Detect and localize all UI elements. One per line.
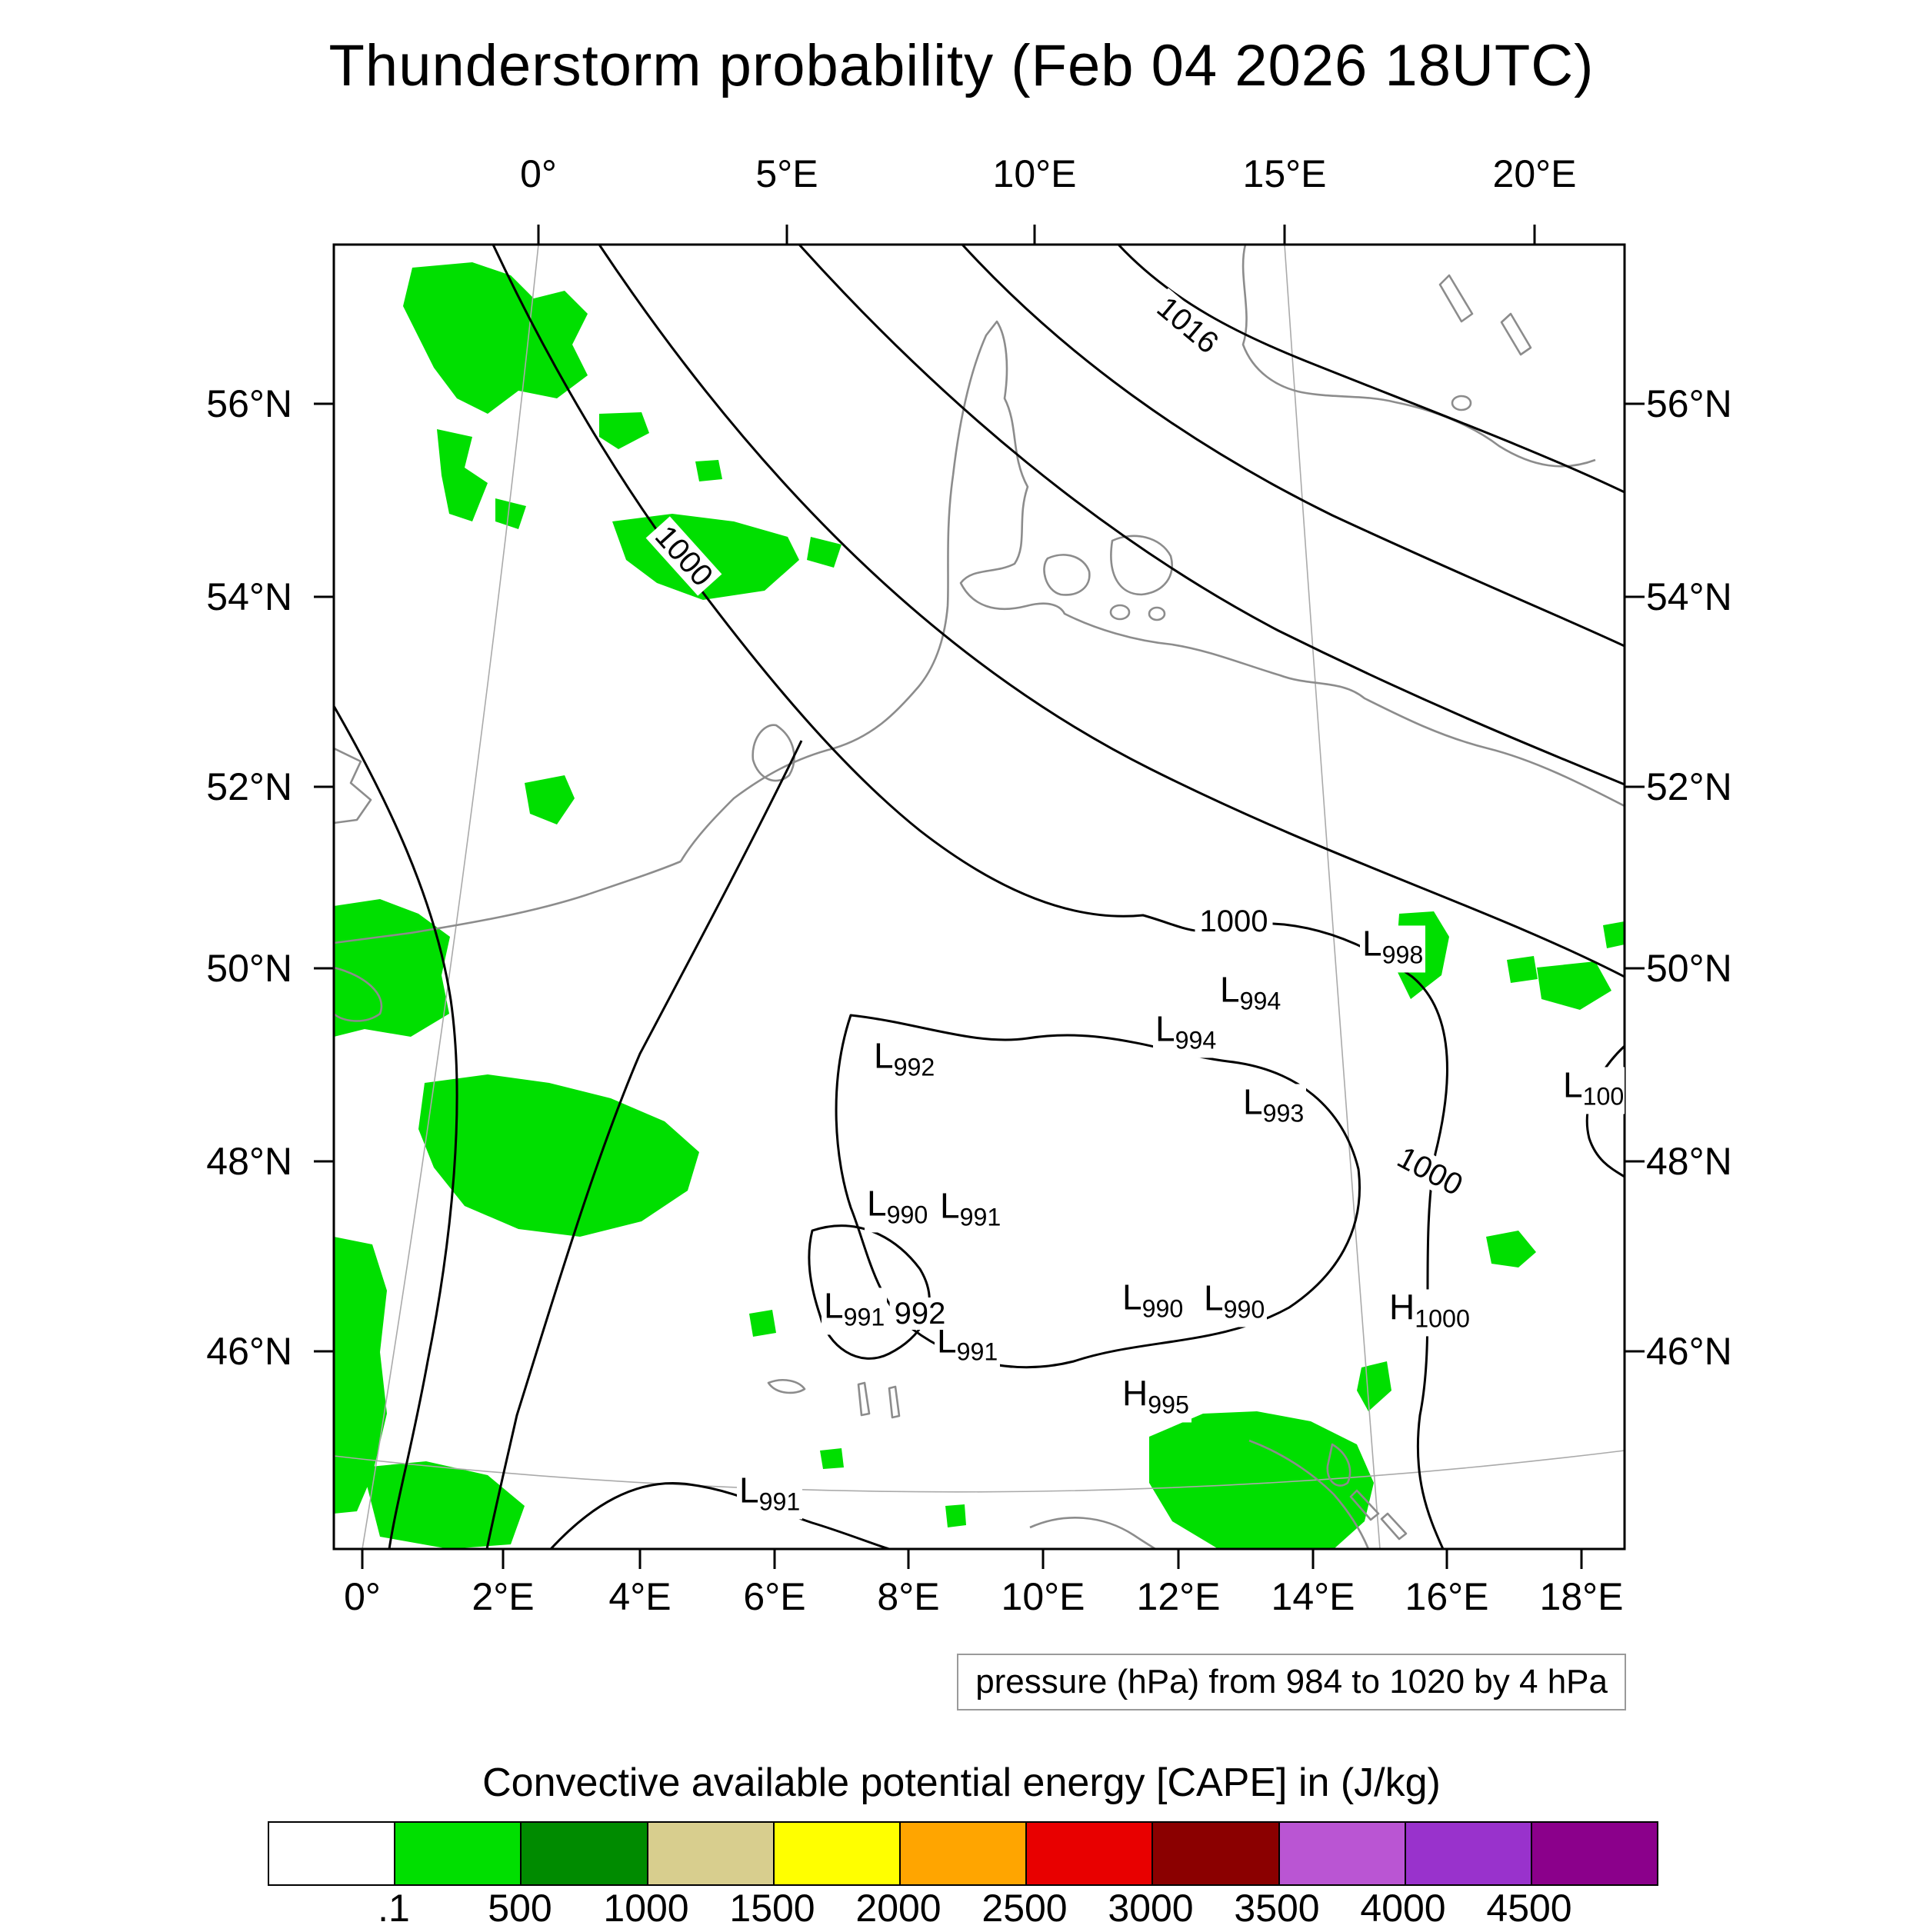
colorbar-label: 1500 [729,1887,815,1930]
axis-bottom-label: 4°E [608,1575,672,1618]
axis-top-label: 0° [520,152,557,195]
map-frame [332,243,1626,1551]
axis-bottom-label: 6°E [743,1575,806,1618]
colorbar-cell [395,1823,522,1884]
axis-left-label: 48°N [206,1140,292,1183]
axis-top: 0° 5°E 10°E 15°E 20°E [334,151,1625,197]
axis-bottom-label: 16°E [1405,1575,1489,1618]
colorbar-label: 4500 [1486,1887,1572,1930]
axis-bottom-label: 10°E [1001,1575,1085,1618]
page-title: Thunderstorm probability (Feb 04 2026 18… [328,33,1595,98]
pressure-contours [334,245,1625,1549]
axis-right-label: 50°N [1646,947,1732,990]
colorbar-label: 2000 [855,1887,942,1930]
colorbar-label: 1000 [603,1887,689,1930]
cape-shaded-areas [334,262,1625,1549]
axis-bottom: 0° 2°E 4°E 6°E 8°E 10°E 12°E 14°E 16°E 18°E [334,1574,1625,1620]
axis-right-label: 52°N [1646,765,1732,808]
axis-left: 56°N 54°N 52°N 50°N 48°N 46°N [115,245,292,1549]
axis-bottom-label: 8°E [877,1575,940,1618]
axis-top-label: 20°E [1492,152,1577,195]
colorbar-cell [269,1823,396,1884]
map-canvas [314,225,1645,1569]
axis-ticks [314,225,1645,1569]
colorbar-label: 2500 [981,1887,1068,1930]
axis-right-label: 54°N [1646,575,1732,618]
colorbar-label: 500 [488,1887,552,1930]
colorbar-label: .1 [378,1887,410,1930]
colorbar-label: 3500 [1234,1887,1320,1930]
colorbar-tick-labels: .1 500 1000 1500 2000 2500 3000 3500 4000 4500 [268,1886,1655,1932]
colorbar-cell [1279,1823,1406,1884]
cape-colorbar [268,1821,1658,1886]
axis-bottom-label: 12°E [1136,1575,1221,1618]
colorbar-cell [522,1823,648,1884]
colorbar-cell [1405,1823,1532,1884]
colorbar-label: 3000 [1108,1887,1194,1930]
axis-right-label: 56°N [1646,382,1732,425]
axis-bottom-label: 2°E [472,1575,535,1618]
colorbar-label: 4000 [1360,1887,1446,1930]
coastlines [334,245,1625,1549]
colorbar-title: Convective available potential energy [C… [482,1760,1441,1805]
axis-top-label: 15°E [1242,152,1327,195]
axis-top-label: 5°E [755,152,818,195]
graticule-lines [334,245,1625,1549]
colorbar-cell [648,1823,775,1884]
axis-right: 56°N 54°N 52°N 50°N 48°N 46°N [1646,245,1831,1549]
colorbar-cell [1027,1823,1154,1884]
axis-left-label: 56°N [206,382,292,425]
axis-right-label: 48°N [1646,1140,1732,1183]
axis-left-label: 52°N [206,765,292,808]
axis-left-label: 50°N [206,947,292,990]
axis-bottom-label: 0° [344,1575,381,1618]
axis-bottom-label: 18°E [1539,1575,1624,1618]
axis-left-label: 46°N [206,1330,292,1373]
axis-top-label: 10°E [992,152,1077,195]
axis-right-label: 46°N [1646,1330,1732,1373]
colorbar-cell [774,1823,901,1884]
axis-left-label: 54°N [206,575,292,618]
axis-bottom-label: 14°E [1271,1575,1355,1618]
colorbar-cell [1153,1823,1280,1884]
pressure-caption: pressure (hPa) from 984 to 1020 by 4 hPa [957,1654,1626,1710]
colorbar-cell [900,1823,1028,1884]
colorbar-cell [1531,1823,1658,1884]
